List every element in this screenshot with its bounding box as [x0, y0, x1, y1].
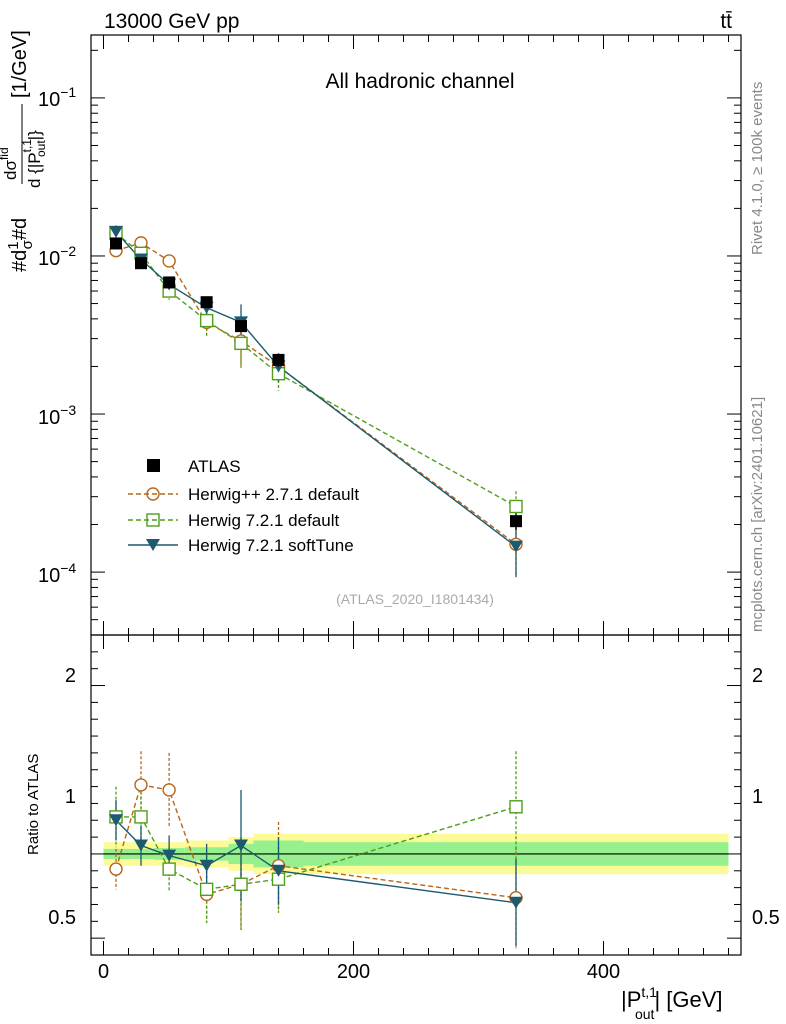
legend-label-herwig7: Herwig 7.2.1 default [188, 511, 339, 530]
series-point [199, 313, 214, 328]
axis-ticks [91, 35, 741, 955]
ratio-point [162, 783, 176, 797]
series-point [109, 225, 123, 238]
ratio-tick-right-05: 0.5 [752, 907, 780, 929]
data-point [163, 276, 176, 289]
ratio-point [199, 882, 214, 897]
legend-marker-atlas [147, 459, 160, 472]
legend-label-softtune: Herwig 7.2.1 softTune [188, 536, 354, 555]
data-point [272, 353, 285, 366]
ratio-point [162, 849, 177, 862]
ratio-tick-left-1: 1 [65, 786, 76, 808]
x-tick-label-200: 200 [337, 961, 370, 983]
ratio-tick-labels: 2 1 0.5 2 1 0.5 [48, 665, 780, 929]
legend-label-atlas: ATLAS [188, 457, 241, 476]
ratio-tick-right-2: 2 [752, 665, 763, 687]
ratio-point [134, 778, 148, 792]
x-tick-label-0: 0 [98, 961, 109, 983]
y-sigma: σ [19, 239, 36, 249]
ratio-point [134, 839, 148, 852]
series-point [162, 254, 176, 268]
main-y-tick-labels: 10−1 10−2 10−3 10−4 [38, 84, 76, 587]
data-point [510, 515, 522, 528]
y-prefix: #d [9, 250, 31, 272]
y-fid: fid [0, 147, 11, 160]
y-dsigma: dσ [1, 160, 20, 180]
legend-marker-herwig7 [146, 513, 160, 527]
y-denom-post: |} [25, 130, 44, 140]
data-point [200, 296, 213, 309]
ratio-point [234, 877, 248, 891]
mcplots-label: mcplots.cern.ch [arXiv:2401.10621] [749, 397, 766, 632]
svg-text:d {|Pt,1out|}: d {|Pt,1out|} [20, 130, 48, 188]
energy-label: 13000 GeV pp [104, 10, 239, 33]
main-y-axis-label: #d1σ#d dσfid d {|Pt,1out|} [1/GeV] [0, 30, 48, 272]
ratio-point [509, 896, 523, 909]
series-point [509, 540, 523, 553]
ratio-plot [103, 751, 729, 949]
ratio-point [234, 839, 248, 852]
tick-label-1e-2: 10−2 [38, 243, 76, 270]
ratio-point [162, 862, 176, 876]
svg-text:dσfid: dσfid [0, 147, 20, 180]
y-denom-sub: out [34, 140, 48, 157]
y-denom-pre: d {|P [25, 152, 44, 188]
ratio-point [199, 859, 214, 872]
main-plot [109, 225, 523, 578]
y-denom-sup: t,1 [20, 139, 34, 153]
ratio-point [109, 814, 123, 827]
ratio-point [134, 810, 148, 824]
ratio-tick-left-05: 0.5 [48, 907, 76, 929]
series-point [234, 336, 248, 351]
legend: ATLAS Herwig++ 2.7.1 default Herwig 7.2.… [128, 457, 359, 555]
series-line-1 [115, 232, 517, 508]
analysis-id: (ATLAS_2020_I1801434) [336, 591, 494, 607]
legend-marker-softtune [146, 539, 160, 551]
ratio-point [271, 864, 286, 877]
series-point [509, 499, 523, 514]
legend-marker-herwigpp [146, 487, 160, 501]
data-point [110, 237, 122, 250]
tick-label-1e-1: 10−1 [38, 84, 76, 111]
x-axis-label: |Pt,1 out| [GeV] [621, 984, 723, 1022]
ratio-point [509, 800, 523, 814]
tick-label-1e-4: 10−4 [38, 560, 76, 587]
x-tick-labels: 0 200 400 [98, 961, 620, 983]
y-mid: #d [9, 218, 31, 240]
rivet-label: Rivet 4.1.0, ≥ 100k events [749, 82, 766, 255]
ratio-plot-frame [90, 634, 742, 956]
data-point [135, 257, 147, 270]
ratio-y-axis-label: Ratio to ATLAS [25, 754, 42, 855]
data-point [235, 320, 247, 333]
legend-label-herwigpp: Herwig++ 2.7.1 default [188, 485, 359, 504]
ratio-tick-left-2: 2 [65, 665, 76, 687]
chart-title: All hadronic channel [325, 70, 514, 93]
process-label: tt̄ [720, 10, 732, 33]
ratio-point [109, 862, 123, 876]
tick-label-1e-3: 10−3 [38, 402, 76, 429]
y-unit: [1/GeV] [9, 30, 31, 98]
x-tick-label-400: 400 [587, 961, 620, 983]
svg-text:#d1σ#d: #d1σ#d [5, 218, 36, 272]
ratio-tick-right-1: 1 [752, 786, 763, 808]
y-frac-one: 1 [5, 241, 22, 249]
